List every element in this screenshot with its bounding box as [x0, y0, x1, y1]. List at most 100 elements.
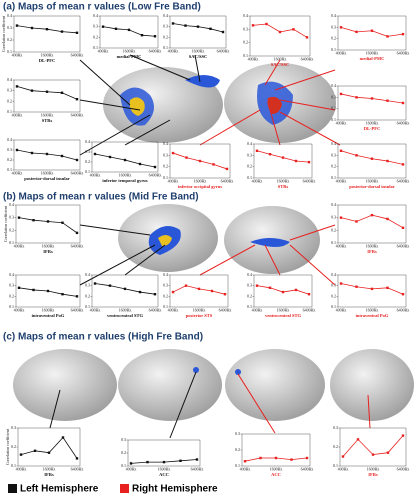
arrow	[124, 119, 171, 146]
x-tick-label: 1600Hz	[42, 243, 55, 248]
y-tick-label: 0.1	[85, 304, 90, 309]
x-tick-label: 400Hz	[12, 52, 23, 57]
point	[355, 220, 358, 223]
y-tick-label: 0.1	[247, 304, 252, 309]
point	[371, 453, 375, 456]
x-tick-label: 1600Hz	[277, 178, 290, 183]
brains	[13, 63, 414, 421]
y-tick-label: 0.1	[9, 240, 14, 245]
point	[386, 286, 389, 289]
region-label: IFRs	[368, 472, 378, 477]
y-tick-label: 0.4	[7, 13, 12, 18]
y-tick-label: 0.3	[93, 24, 98, 29]
y-tick-label: 0.2	[93, 34, 98, 39]
point	[75, 231, 79, 235]
x-tick-label: 400Hz	[126, 466, 137, 471]
x-tick-label: 6400Hz	[303, 307, 316, 312]
y-tick-label: 0.4	[163, 272, 168, 277]
point	[60, 154, 64, 158]
y-tick-label: 0.3	[235, 431, 240, 436]
point	[179, 459, 182, 462]
activation	[185, 75, 220, 88]
point	[19, 453, 23, 456]
point	[225, 167, 229, 171]
x-tick-label: 400Hz	[168, 178, 179, 183]
point	[60, 30, 64, 33]
point	[401, 32, 405, 36]
point	[61, 436, 65, 439]
y-tick-label: 0.1	[235, 463, 240, 468]
arrow	[279, 99, 336, 111]
x-tick-label: 6400Hz	[71, 243, 84, 248]
x-tick-label: 6400Hz	[397, 307, 410, 312]
y-tick-label: 0.4	[163, 141, 168, 146]
y-tick-label: 0.3	[331, 94, 336, 99]
point	[292, 28, 295, 31]
y-tick-label: 0.2	[331, 106, 336, 111]
x-tick-label: 400Hz	[252, 307, 263, 312]
region-label: ACC	[271, 472, 281, 477]
y-tick-label: 0.3	[331, 283, 336, 288]
y-tick-label: 0.3	[9, 215, 14, 220]
point	[75, 295, 79, 298]
panel-title: (b) Maps of mean r values (Mid Fre Band)	[3, 192, 199, 203]
legend-label: Left Hemisphere	[20, 484, 99, 495]
y-tick-label: 0.3	[85, 149, 90, 154]
point	[355, 154, 358, 157]
x-tick-label: 6400Hz	[149, 307, 162, 312]
point	[138, 162, 142, 166]
point	[75, 457, 79, 460]
region-label: SAC/SSC	[271, 62, 290, 67]
y-tick-label: 0.2	[9, 227, 14, 232]
y-tick-label: 0.1	[93, 45, 98, 50]
y-tick-label: 0.2	[85, 293, 90, 298]
region-label: intraventral PoG	[356, 313, 389, 318]
arrow	[124, 244, 166, 276]
point	[129, 462, 133, 465]
y-tick-label: 0.4	[7, 137, 12, 142]
y-tick-label: 0.1	[331, 240, 336, 245]
brain	[13, 349, 117, 421]
point	[209, 27, 212, 30]
point	[127, 28, 131, 32]
x-tick-label: 1600Hz	[123, 48, 136, 53]
x-tick-label: 6400Hz	[219, 307, 232, 312]
x-tick-label: 400Hz	[90, 307, 101, 312]
point	[339, 26, 343, 29]
arrow	[79, 99, 141, 111]
y-tick-label: 0.4	[247, 272, 252, 277]
point	[93, 282, 97, 285]
y-tick-label: 0.2	[331, 293, 336, 298]
point	[123, 287, 127, 291]
point	[30, 26, 34, 30]
x-tick-label: 400Hz	[168, 48, 179, 53]
legend-label: Right Hemisphere	[132, 484, 218, 495]
x-tick-label: 1600Hz	[270, 466, 283, 471]
point	[339, 92, 343, 96]
x-tick-label: 6400Hz	[397, 243, 410, 248]
arrows	[49, 54, 371, 439]
plot-frame	[13, 15, 81, 53]
point	[339, 282, 343, 285]
arrow	[289, 224, 336, 241]
point	[153, 35, 157, 38]
x-tick-label: 1600Hz	[41, 170, 54, 175]
point	[45, 28, 49, 31]
y-tick-label: 0.4	[331, 202, 336, 207]
region-label: DL-PFC	[39, 58, 56, 63]
point	[61, 221, 64, 224]
activation	[267, 96, 282, 114]
x-tick-label: 400Hz	[16, 466, 27, 471]
point	[33, 449, 37, 452]
y-tick-label: 0.3	[331, 152, 336, 157]
activation	[250, 238, 290, 247]
x-tick-label: 1600Hz	[194, 178, 207, 183]
region-label: IFRs	[43, 249, 53, 254]
y-tick-label: 0.4	[85, 139, 90, 144]
plot-frame	[91, 274, 159, 308]
x-tick-label: 6400Hz	[71, 52, 84, 57]
x-tick-label: 400Hz	[98, 48, 109, 53]
plot-frame	[13, 79, 81, 113]
y-tick-label: 0.3	[163, 24, 168, 29]
point	[210, 289, 214, 293]
